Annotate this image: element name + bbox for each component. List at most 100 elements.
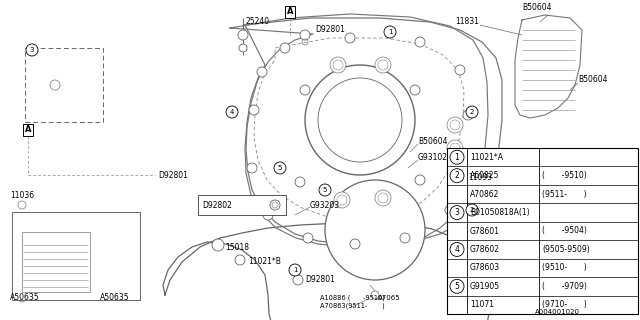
Circle shape — [415, 175, 425, 185]
Text: 2: 2 — [470, 207, 474, 213]
Text: D92801: D92801 — [305, 276, 335, 284]
Text: 2: 2 — [454, 171, 460, 180]
Circle shape — [447, 117, 463, 133]
Text: 11036: 11036 — [10, 191, 34, 201]
Text: 11831: 11831 — [455, 18, 479, 27]
Bar — [447, 148, 638, 314]
Circle shape — [18, 201, 26, 209]
Text: 11021*B: 11021*B — [248, 258, 281, 267]
Text: (       -9504): ( -9504) — [542, 227, 587, 236]
Text: A7065: A7065 — [378, 295, 401, 301]
Text: B01050818A(1): B01050818A(1) — [470, 208, 530, 217]
Text: A50635: A50635 — [10, 293, 40, 302]
Text: A70862: A70862 — [470, 190, 499, 199]
Text: G78601: G78601 — [470, 227, 500, 236]
Circle shape — [249, 105, 259, 115]
Text: 11071: 11071 — [470, 300, 494, 309]
Circle shape — [450, 279, 464, 293]
Circle shape — [303, 233, 313, 243]
Text: 11021*A: 11021*A — [470, 153, 503, 162]
Text: D92802: D92802 — [202, 201, 232, 210]
Circle shape — [235, 255, 245, 265]
Circle shape — [415, 37, 425, 47]
Text: A50635: A50635 — [100, 293, 130, 302]
Circle shape — [300, 85, 310, 95]
Text: A10886 (      -9510): A10886 ( -9510) — [320, 295, 385, 301]
Text: B50604: B50604 — [418, 138, 447, 147]
Circle shape — [466, 106, 478, 118]
Circle shape — [274, 162, 286, 174]
Circle shape — [445, 205, 455, 215]
Circle shape — [26, 44, 38, 56]
Circle shape — [239, 44, 247, 52]
Circle shape — [293, 275, 303, 285]
Circle shape — [400, 233, 410, 243]
Circle shape — [450, 150, 464, 164]
Text: D92801: D92801 — [315, 26, 345, 35]
Text: 2: 2 — [470, 109, 474, 115]
Circle shape — [466, 204, 478, 216]
Text: 5: 5 — [454, 282, 460, 291]
Circle shape — [375, 57, 391, 73]
Circle shape — [238, 30, 248, 40]
Text: A: A — [287, 7, 293, 17]
Circle shape — [257, 67, 267, 77]
Circle shape — [345, 33, 355, 43]
Bar — [198, 195, 286, 215]
Text: 4: 4 — [230, 109, 234, 115]
Circle shape — [247, 163, 257, 173]
Circle shape — [450, 169, 464, 183]
Circle shape — [410, 85, 420, 95]
Circle shape — [50, 80, 60, 90]
Text: A70863(9511-       ): A70863(9511- ) — [320, 303, 385, 309]
Text: 11093: 11093 — [468, 173, 492, 182]
Circle shape — [455, 65, 465, 75]
Text: 5: 5 — [278, 165, 282, 171]
Text: (9510-       ): (9510- ) — [542, 263, 587, 272]
Text: G78602: G78602 — [470, 245, 500, 254]
Circle shape — [289, 264, 301, 276]
Circle shape — [334, 192, 350, 208]
Text: G78603: G78603 — [470, 263, 500, 272]
Text: B50604: B50604 — [522, 4, 552, 12]
Text: (       -9709): ( -9709) — [542, 282, 587, 291]
Circle shape — [450, 243, 464, 256]
Text: 5: 5 — [323, 187, 327, 193]
Text: 1: 1 — [388, 29, 392, 35]
Text: G93203: G93203 — [310, 201, 340, 210]
Text: A004001020: A004001020 — [535, 309, 580, 315]
Text: A60825: A60825 — [470, 171, 499, 180]
Text: (       -9510): ( -9510) — [542, 171, 587, 180]
Circle shape — [319, 184, 331, 196]
Bar — [12, 212, 140, 300]
Circle shape — [330, 57, 346, 73]
Bar — [22, 232, 90, 292]
Circle shape — [131, 291, 139, 299]
Circle shape — [384, 26, 396, 38]
Text: 3: 3 — [29, 47, 35, 53]
Text: 3: 3 — [454, 208, 460, 217]
Circle shape — [350, 239, 360, 249]
Text: G91905: G91905 — [470, 282, 500, 291]
Circle shape — [212, 239, 224, 251]
Circle shape — [325, 180, 425, 280]
Text: 15018: 15018 — [225, 244, 249, 252]
Circle shape — [226, 106, 238, 118]
Text: 25240: 25240 — [246, 18, 270, 27]
Circle shape — [270, 200, 280, 210]
Text: G93102: G93102 — [418, 154, 448, 163]
Circle shape — [460, 163, 470, 173]
Text: 4: 4 — [454, 245, 460, 254]
Circle shape — [18, 294, 26, 302]
Circle shape — [450, 205, 464, 220]
Text: B50604: B50604 — [578, 76, 607, 84]
Text: 1: 1 — [454, 153, 460, 162]
Circle shape — [447, 140, 463, 156]
Text: (9710-       ): (9710- ) — [542, 300, 587, 309]
Circle shape — [263, 210, 273, 220]
Circle shape — [280, 43, 290, 53]
Text: 1: 1 — [292, 267, 297, 273]
Circle shape — [371, 291, 379, 299]
Text: A: A — [25, 125, 31, 134]
Bar — [25, 48, 103, 122]
